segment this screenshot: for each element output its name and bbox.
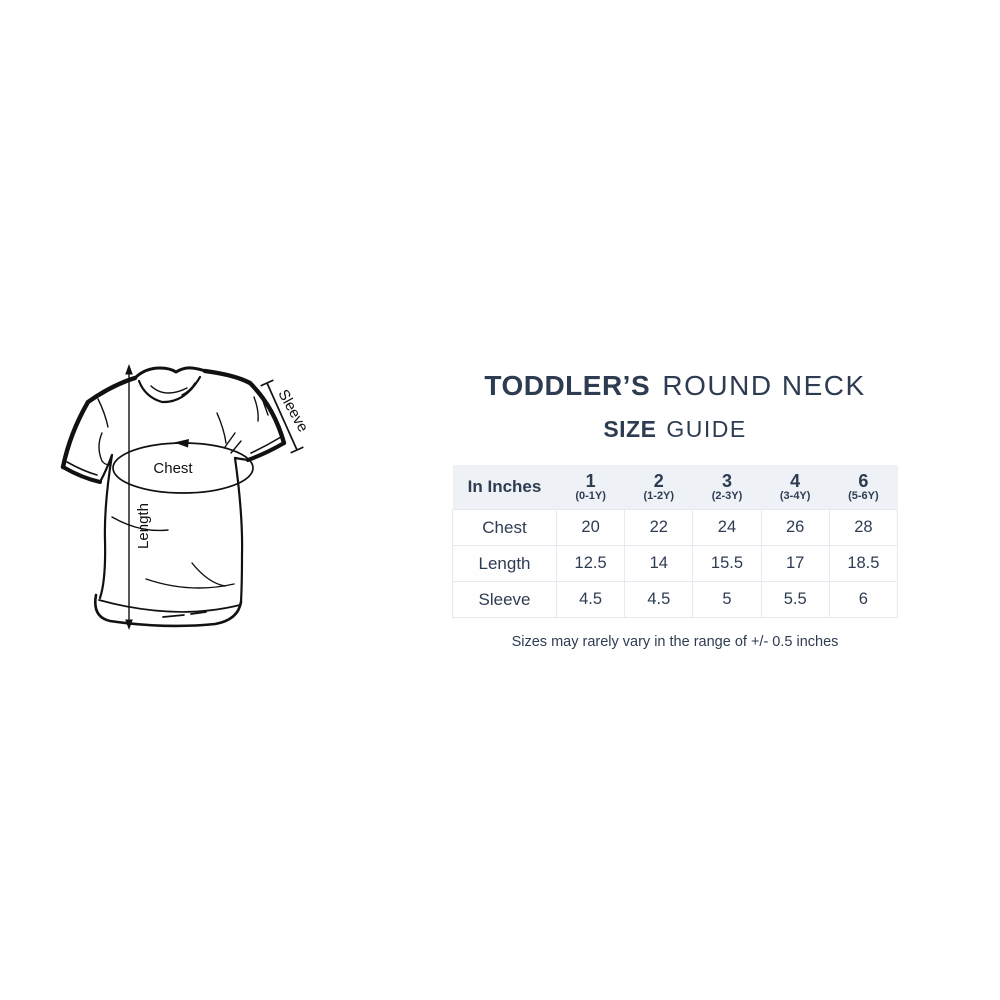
tshirt-outline: [60, 366, 287, 628]
table-cell: 22: [624, 509, 694, 547]
age-range: (1-2Y): [643, 489, 675, 502]
table-cell: 15.5: [692, 545, 762, 583]
table-cell: 26: [760, 509, 830, 547]
table-cell: 20: [555, 509, 626, 547]
tshirt-measurement-diagram: Length Chest Sleeve: [50, 355, 320, 645]
arrow-up-icon: [125, 364, 133, 375]
chest-measure-ellipse: [112, 439, 254, 494]
row-label: Sleeve: [452, 581, 557, 619]
table-cell: 24: [692, 509, 762, 547]
size-column-header: 6 (5-6Y): [829, 465, 898, 510]
header-row: In Inches 1 (0-1Y) 2 (1-2Y) 3 (2-3Y) 4: [452, 465, 898, 510]
page-subtitle: SIZE GUIDE: [452, 416, 898, 443]
table-cell: 14: [624, 545, 694, 583]
size-value: 4: [790, 470, 801, 491]
table-cell: 6: [828, 581, 899, 619]
arrow-down-icon: [125, 619, 133, 630]
row-label: Chest: [452, 509, 557, 547]
size-table-body: Chest 20 22 24 26 28 Length 12.5 14 15.5…: [452, 509, 899, 619]
size-value: 2: [653, 470, 664, 491]
arrow-left-icon: [174, 439, 189, 448]
size-column-header: 2 (1-2Y): [624, 465, 693, 510]
unit-header-cell: In Inches: [452, 465, 557, 510]
size-column-header: 4 (3-4Y): [761, 465, 830, 510]
page-subtitle-light: GUIDE: [666, 416, 747, 443]
table-cell: 4.5: [555, 581, 626, 619]
page-title-light: ROUND NECK: [662, 370, 866, 401]
table-cell: 12.5: [555, 545, 626, 583]
size-value: 6: [858, 470, 869, 491]
length-measure-arrow: [125, 364, 133, 630]
size-value: 3: [721, 470, 732, 491]
table-cell: 28: [828, 509, 899, 547]
table-cell: 5: [692, 581, 762, 619]
size-table: In Inches 1 (0-1Y) 2 (1-2Y) 3 (2-3Y) 4: [452, 465, 899, 619]
size-tolerance-note: Sizes may rarely vary in the range of +/…: [511, 634, 839, 651]
sleeve-measure-line: [260, 379, 304, 454]
age-range: (3-4Y): [779, 489, 811, 502]
size-value: 1: [585, 470, 596, 491]
size-guide-panel: TODDLER’S ROUND NECK SIZE GUIDE In Inche…: [452, 371, 899, 651]
table-row-sleeve: Sleeve 4.5 4.5 5 5.5 6: [452, 581, 899, 619]
table-row-chest: Chest 20 22 24 26 28: [452, 509, 899, 547]
row-label: Length: [452, 545, 557, 583]
table-cell: 17: [760, 545, 830, 583]
age-range: (5-6Y): [848, 489, 879, 502]
table-cell: 5.5: [760, 581, 830, 619]
chest-label: Chest: [153, 460, 193, 477]
page-title: TODDLER’S ROUND NECK: [452, 371, 898, 400]
size-table-header: In Inches 1 (0-1Y) 2 (1-2Y) 3 (2-3Y) 4: [452, 465, 898, 510]
size-column-header: 3 (2-3Y): [692, 465, 762, 510]
size-column-header: 1 (0-1Y): [556, 465, 625, 510]
age-range: (0-1Y): [575, 489, 606, 502]
table-row-length: Length 12.5 14 15.5 17 18.5: [452, 545, 899, 583]
length-label: Length: [135, 503, 152, 549]
page-title-bold: TODDLER’S: [484, 370, 651, 401]
tshirt-diagram-svg: Length Chest Sleeve: [60, 364, 311, 630]
page-subtitle-bold: SIZE: [603, 416, 657, 443]
age-range: (2-3Y): [711, 489, 743, 502]
table-cell: 4.5: [624, 581, 694, 619]
table-cell: 18.5: [828, 545, 899, 583]
